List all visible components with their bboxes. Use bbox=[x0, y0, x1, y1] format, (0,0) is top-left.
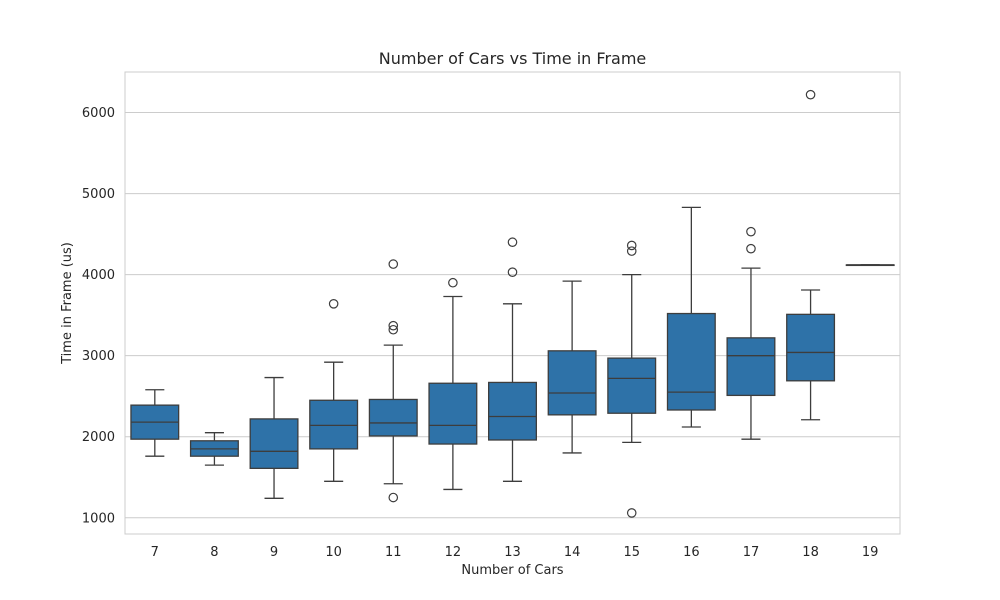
outlier-point bbox=[805, 89, 816, 100]
chart-title: Number of Cars vs Time in Frame bbox=[379, 49, 647, 68]
box bbox=[666, 312, 716, 411]
x-tick-label: 14 bbox=[564, 545, 581, 560]
outlier-point bbox=[448, 277, 458, 288]
outlier-point bbox=[507, 267, 518, 277]
x-tick-label: 10 bbox=[325, 545, 342, 560]
box-group bbox=[726, 226, 776, 440]
x-tick-label: 19 bbox=[862, 545, 879, 560]
outlier-point bbox=[328, 299, 339, 309]
outlier-point bbox=[626, 508, 637, 518]
y-tick-label: 2000 bbox=[82, 430, 115, 445]
outlier-point bbox=[626, 246, 637, 256]
box-group bbox=[189, 432, 239, 466]
box-group bbox=[666, 206, 716, 428]
x-tick-label: 12 bbox=[445, 545, 462, 560]
x-tick-label: 18 bbox=[802, 545, 819, 560]
box bbox=[309, 399, 359, 450]
box bbox=[607, 357, 657, 414]
box bbox=[249, 418, 299, 469]
outlier-point bbox=[626, 240, 637, 251]
y-tick-label: 1000 bbox=[82, 511, 115, 526]
box bbox=[428, 382, 478, 445]
y-tick-label: 5000 bbox=[82, 187, 115, 202]
outlier-point bbox=[388, 324, 399, 335]
box bbox=[547, 350, 597, 416]
outlier-point bbox=[507, 237, 518, 248]
x-axis-label: Number of Cars bbox=[461, 563, 563, 578]
box-group bbox=[368, 259, 418, 503]
box bbox=[726, 337, 776, 397]
box-group bbox=[547, 280, 597, 454]
outlier-point bbox=[746, 243, 756, 254]
y-tick-label: 4000 bbox=[82, 268, 115, 283]
box-group bbox=[428, 277, 478, 491]
x-tick-label: 9 bbox=[270, 545, 278, 560]
box-group bbox=[607, 240, 657, 518]
x-tick-label: 13 bbox=[504, 545, 521, 560]
plot-area bbox=[124, 71, 901, 535]
box-group bbox=[309, 299, 359, 482]
box-group bbox=[786, 89, 836, 421]
y-axis-ticks: 1000 2000 3000 4000 5000 6000 bbox=[82, 106, 115, 526]
box-group bbox=[249, 376, 299, 499]
box bbox=[368, 398, 418, 437]
box bbox=[488, 381, 537, 441]
outlier-point bbox=[388, 259, 399, 269]
x-tick-label: 7 bbox=[151, 545, 159, 560]
outlier-point bbox=[388, 492, 399, 503]
x-tick-label: 17 bbox=[743, 545, 760, 560]
y-tick-label: 6000 bbox=[82, 106, 115, 121]
y-axis-label: Time in Frame (us) bbox=[60, 242, 75, 365]
box-group bbox=[488, 237, 537, 482]
box bbox=[786, 313, 836, 382]
x-tick-label: 8 bbox=[210, 545, 218, 560]
x-axis-ticks: 7 8 9 10 11 12 13 14 15 16 17 18 19 bbox=[151, 545, 879, 560]
x-tick-label: 15 bbox=[623, 545, 640, 560]
box-group bbox=[845, 264, 895, 267]
outlier-point bbox=[388, 320, 399, 331]
box-series bbox=[130, 89, 895, 518]
outlier-point bbox=[746, 226, 756, 237]
y-tick-label: 3000 bbox=[82, 349, 115, 364]
box-group bbox=[130, 389, 180, 457]
x-tick-label: 11 bbox=[385, 545, 402, 560]
x-tick-label: 16 bbox=[683, 545, 700, 560]
